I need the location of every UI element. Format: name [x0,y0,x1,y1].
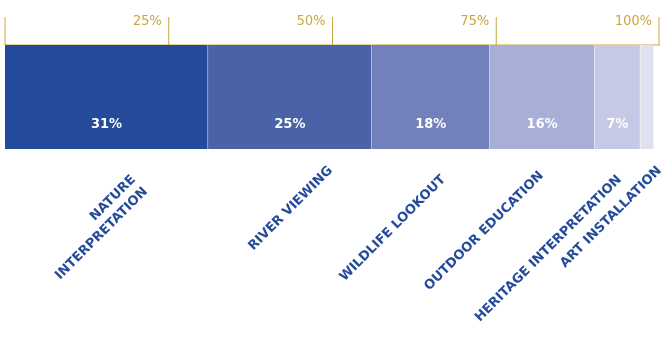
bar-segments [5,45,654,149]
bar-segment-5 [640,45,654,149]
value-label-1: 25% [274,117,305,132]
category-label-4: HERITAGE INTERPRETATION [472,172,625,325]
value-label-3: 16% [527,117,558,132]
value-labels: 31% 25% 18% 16% 7% [91,117,629,132]
category-label-line: WILDLIFE LOOKOUT [337,172,449,284]
bar-segment-0 [5,45,209,149]
axis-tick-label-100: 100% [615,14,652,29]
bar-segment-1 [208,45,372,149]
category-label-2: WILDLIFE LOOKOUT [337,172,449,284]
value-label-0: 31% [91,117,122,132]
axis-tick-label-50: 50% [297,14,326,29]
value-label-2: 18% [415,117,446,132]
percent-axis: 25% 50% 75% 100% [4,14,660,46]
bar-segment-4 [594,45,641,149]
value-label-4: 7% [606,117,628,132]
axis-tick-label-75: 75% [460,14,489,29]
category-label-line: RIVER VIEWING [245,163,335,253]
bar-segment-2 [371,45,490,149]
category-label-1: RIVER VIEWING [245,163,335,253]
axis-tick-label-25: 25% [133,14,162,29]
bar-segment-3 [489,45,595,149]
category-label-line: HERITAGE INTERPRETATION [472,172,625,325]
